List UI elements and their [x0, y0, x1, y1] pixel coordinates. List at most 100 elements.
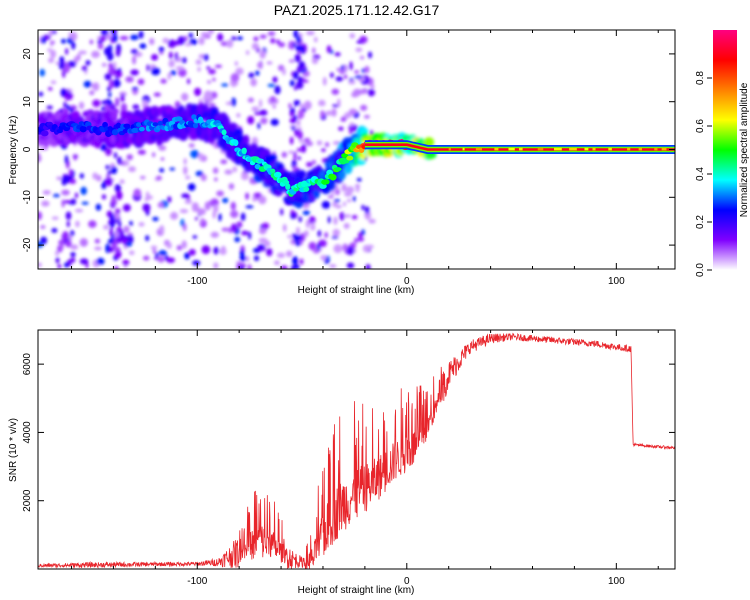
spectrogram-noise-blob: [301, 79, 309, 83]
spectrogram-noise-blob: [128, 234, 134, 244]
spectrogram-noise-blob: [247, 97, 255, 103]
spectrogram-noise-blob: [115, 190, 123, 200]
spectrogram-noise-blob: [251, 106, 260, 112]
spectrogram-ridge-blob: [266, 154, 277, 162]
spectrogram-noise-blob: [112, 79, 121, 88]
spectrogram-noise-blob: [156, 175, 162, 181]
spectrogram-noise-blob: [352, 195, 356, 202]
spectrogram-noise-blob: [332, 228, 340, 237]
spectrogram-noise-blob: [101, 181, 107, 190]
spectrogram-noise-blob: [358, 89, 368, 95]
spectrogram-noise-blob: [292, 256, 297, 261]
spectrogram-noise-blob: [65, 211, 72, 221]
spectrogram-noise-blob: [67, 60, 77, 68]
spectrogram-noise-blob: [194, 87, 202, 97]
spectrogram-noise-blob: [70, 251, 76, 258]
spectrogram-noise-blob: [228, 183, 235, 190]
spectrogram-ridge: [38, 102, 675, 209]
spectrogram-noise-blob: [152, 216, 159, 222]
spectrogram-noise-blob: [301, 45, 305, 55]
spectrogram-noise-blob: [313, 36, 318, 43]
spectrogram-noise-blob: [69, 178, 77, 184]
spectrogram-noise-blob: [78, 50, 87, 55]
colorbar: 0.0 0.2 0.4 0.6 0.8 Normalized spectral ampl…: [695, 30, 750, 277]
spectrogram-y-tick-label: -10: [22, 190, 33, 205]
spectrogram-noise-blob: [232, 166, 238, 173]
spectrogram-noise-blob: [137, 78, 145, 85]
spectrogram-noise-blob: [296, 66, 301, 74]
spectrogram-y-tick-label: -20: [22, 237, 33, 252]
spectrogram-noise-blob: [187, 183, 196, 191]
spectrogram-noise-blob: [260, 117, 268, 125]
spectrogram-noise-blob: [218, 213, 222, 222]
spectrogram-noise-blob: [360, 104, 368, 111]
spectrogram-noise-blob: [257, 61, 263, 69]
spectrogram-noise-blob: [104, 73, 112, 81]
spectrogram-noise-blob: [298, 61, 306, 70]
spectrogram-y-tick-label: 20: [22, 48, 33, 60]
spectrogram-noise-blob: [112, 33, 118, 43]
spectrogram-noise-blob: [79, 258, 89, 265]
spectrogram-noise-blob: [297, 109, 305, 119]
spectrogram-noise-blob: [81, 65, 88, 71]
spectrogram-band-flicker: [494, 147, 499, 151]
spectrogram-noise-blob: [216, 190, 225, 197]
spectrogram-noise-blob: [58, 61, 65, 70]
spectrogram-noise-blob: [293, 30, 299, 39]
spectrogram-noise-blob: [139, 43, 147, 49]
spectrogram-noise-blob: [368, 51, 373, 59]
spectrogram-noise-blob: [61, 89, 66, 95]
colorbar-tick-label: 0.0: [695, 263, 706, 277]
spectrogram-noise-blob: [174, 52, 179, 61]
spectrogram-noise-blob: [94, 238, 101, 244]
snr-x-axis-label: Height of straight line (km): [298, 585, 415, 596]
spectrogram-noise-blob: [355, 47, 363, 52]
spectrogram-noise-blob: [158, 145, 167, 151]
spectrogram-noise-blob: [61, 189, 70, 196]
spectrogram-noise-blob: [311, 57, 319, 65]
spectrogram-ridge-core: [303, 186, 310, 192]
spectrogram-noise-blob: [245, 256, 250, 262]
spectrogram-noise-blob: [226, 39, 234, 48]
snr-series-line: [38, 332, 675, 569]
spectrogram-noise-blob: [200, 218, 205, 225]
spectrogram-noise-blob: [120, 93, 125, 103]
spectrogram-noise-blob: [247, 115, 255, 125]
spectrogram-noise-blob: [353, 237, 358, 244]
spectrogram-noise-blob: [131, 87, 139, 91]
spectrogram-noise-blob: [130, 34, 139, 41]
spectrogram-noise-blob: [115, 208, 121, 214]
spectrogram-noise-blob: [57, 264, 62, 269]
spectrogram-noise-blob: [324, 232, 328, 238]
spectrogram-ridge-core: [111, 129, 119, 136]
spectrogram-noise-blob: [61, 38, 66, 44]
spectrogram-band-flicker: [537, 147, 544, 151]
spectrogram-noise-blob: [364, 65, 370, 74]
spectrogram-band-flicker: [661, 147, 667, 151]
spectrogram-noise-blob: [230, 201, 236, 211]
spectrogram-noise-blob: [159, 225, 165, 234]
spectrogram-noise-blob: [123, 225, 130, 234]
spectrogram-noise-blob: [83, 80, 92, 88]
spectrogram-noise-blob: [252, 196, 257, 202]
spectrogram-noise-blob: [114, 247, 121, 253]
spectrogram-noise-blob: [220, 159, 228, 165]
spectrogram-noise-blob: [181, 57, 187, 64]
spectrogram-noise-blob: [241, 230, 249, 236]
spectrogram-noise-blob: [70, 198, 77, 205]
spectrogram-noise-blob: [343, 64, 348, 73]
spectrogram-noise-blob: [118, 221, 122, 228]
spectrogram-noise-blob: [356, 236, 365, 242]
spectrogram-noise-blob: [259, 34, 267, 39]
spectrogram-noise-blob: [151, 67, 161, 76]
spectrogram-noise-blob: [65, 240, 72, 248]
spectrogram-noise-blob: [40, 36, 47, 44]
spectrogram-noise-blob: [46, 105, 53, 110]
spectrogram-noise-blob: [356, 40, 363, 44]
spectrogram-noise-blob: [267, 31, 276, 37]
spectrogram-noise-blob: [359, 55, 365, 60]
spectrogram-noise-blob: [41, 200, 50, 207]
spectrogram-noise-blob: [208, 68, 216, 75]
spectrogram-noise-blob: [240, 212, 246, 222]
spectrogram-noise-blob: [259, 109, 268, 116]
